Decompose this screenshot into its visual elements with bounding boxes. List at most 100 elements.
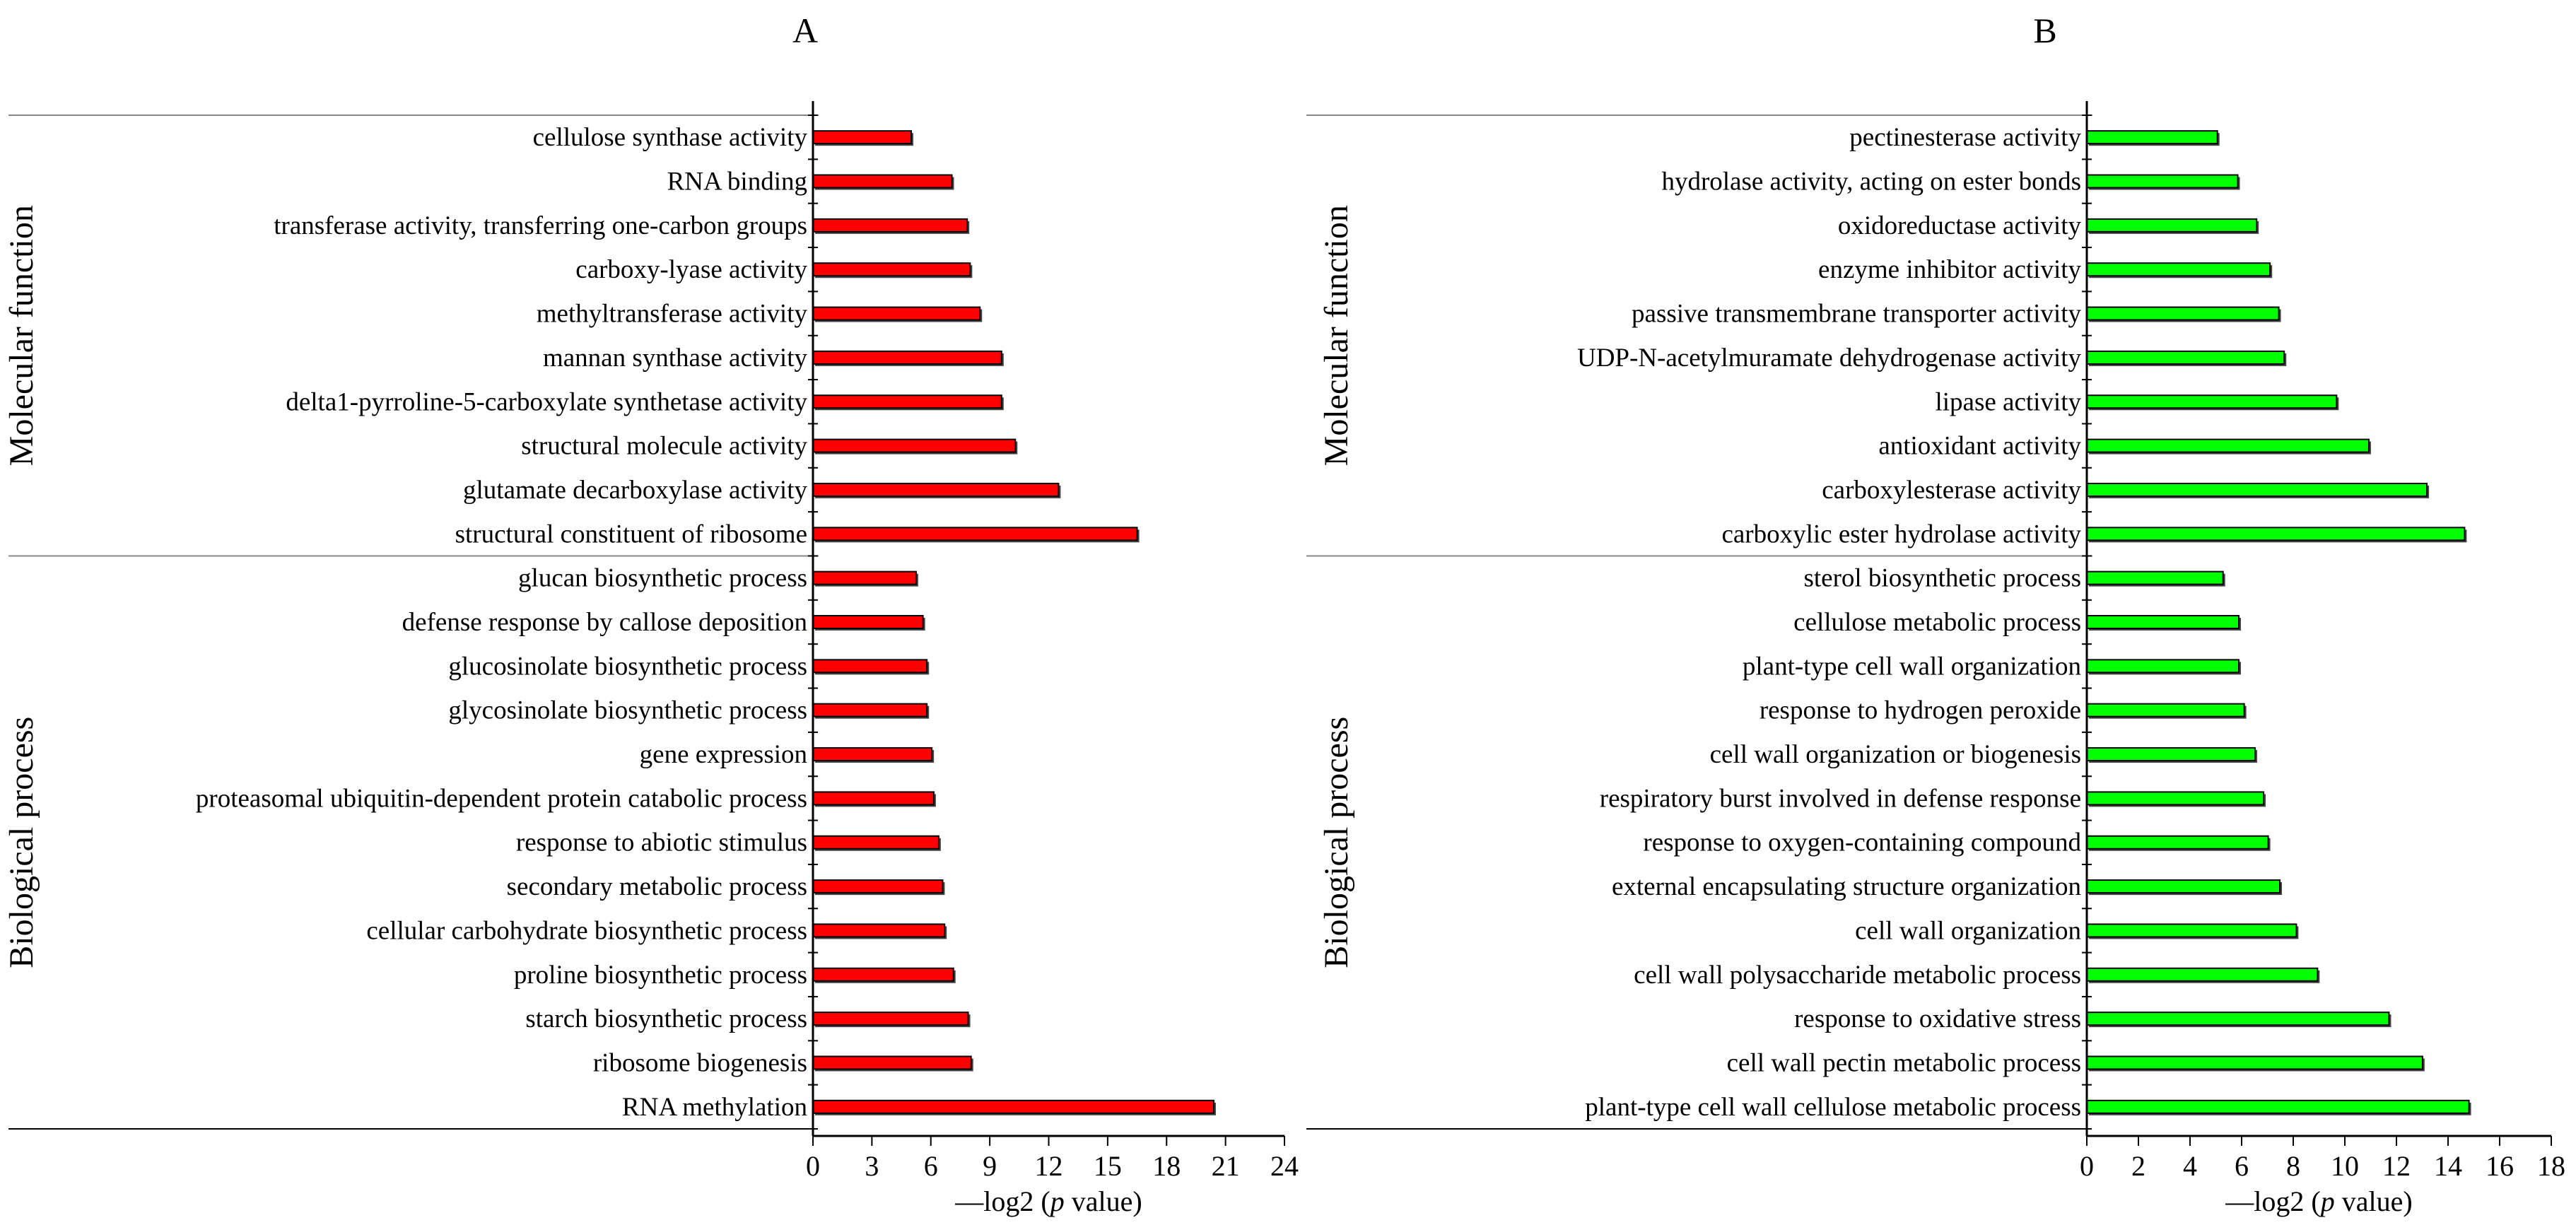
bar [812, 747, 933, 762]
x-axis-label-prefix: —log2 ( [2225, 1185, 2320, 1217]
bar [812, 394, 1002, 409]
bar [812, 482, 1060, 497]
bar [812, 791, 935, 806]
category-label: glucan biosynthetic process [518, 564, 807, 593]
category-label: carboxy-lyase activity [575, 255, 807, 284]
x-tick-label: 0 [2080, 1150, 2094, 1182]
x-tick-label: 15 [1094, 1150, 1122, 1182]
category-label: delta1-pyrroline-5-carboxylate synthetas… [286, 387, 807, 416]
category-label: cellular carbohydrate biosynthetic proce… [366, 916, 807, 945]
x-axis-label-suffix: value) [2335, 1185, 2413, 1217]
category-label: oxidoreductase activity [1838, 211, 2082, 240]
bar [2086, 923, 2297, 938]
x-tick-label: 0 [806, 1150, 820, 1182]
category-label: response to oxygen-containing compound [1643, 828, 2081, 857]
bar [812, 923, 946, 938]
bar [812, 967, 954, 982]
x-axis-label-italic: p [2319, 1185, 2335, 1217]
bar [812, 174, 953, 189]
bar [812, 218, 968, 233]
group-label: Biological process [3, 717, 40, 968]
x-tick-label: 12 [1035, 1150, 1063, 1182]
bar [2086, 482, 2428, 497]
x-tick-label: 24 [1270, 1150, 1299, 1182]
bar [812, 615, 924, 629]
category-label: cell wall organization or biogenesis [1710, 740, 2081, 769]
bar [812, 659, 928, 674]
bar [812, 703, 928, 717]
bar [2086, 791, 2265, 806]
x-tick-label: 3 [865, 1150, 879, 1182]
bar [2086, 262, 2271, 277]
bar [812, 350, 1002, 365]
bar [2086, 835, 2269, 850]
category-label: starch biosynthetic process [525, 1004, 807, 1033]
category-label: cell wall polysaccharide metabolic proce… [1634, 961, 2081, 990]
bar [2086, 218, 2258, 233]
bar [2086, 703, 2245, 717]
bar [2086, 174, 2239, 189]
category-label: RNA methylation [622, 1093, 807, 1122]
category-label: glucosinolate biosynthetic process [448, 652, 807, 681]
category-label: methyltransferase activity [537, 300, 808, 329]
x-tick-label: 6 [2235, 1150, 2249, 1182]
bar [812, 1012, 969, 1026]
category-label: plant-type cell wall cellulose metabolic… [1585, 1093, 2081, 1122]
bar [812, 879, 944, 894]
group-label: Biological process [1318, 717, 1355, 968]
x-tick-label: 9 [983, 1150, 997, 1182]
category-label: pectinesterase activity [1849, 123, 2081, 152]
bar [812, 262, 971, 277]
category-label: cellulose metabolic process [1793, 608, 2081, 637]
category-label: glycosinolate biosynthetic process [448, 696, 807, 725]
category-label: RNA binding [667, 168, 807, 197]
bar [812, 130, 912, 145]
x-tick-label: 6 [924, 1150, 938, 1182]
panel-label: B [2033, 11, 2056, 50]
group-label: Molecular function [3, 205, 40, 466]
bar [2086, 1012, 2390, 1026]
bar [2086, 527, 2466, 541]
x-tick-label: 12 [2382, 1150, 2411, 1182]
x-axis-label-italic: p [1048, 1185, 1065, 1217]
bar [2086, 1055, 2423, 1070]
x-axis-label: —log2 (p value) [2225, 1185, 2412, 1217]
x-tick-label: 4 [2183, 1150, 2197, 1182]
category-label: structural constituent of ribosome [455, 520, 807, 549]
category-label: lipase activity [1935, 387, 2081, 416]
bar [812, 306, 981, 321]
category-label: external encapsulating structure organiz… [1612, 872, 2081, 901]
x-tick-label: 14 [2434, 1150, 2462, 1182]
category-label: proline biosynthetic process [514, 961, 807, 990]
category-label: carboxylic ester hydrolase activity [1721, 520, 2081, 549]
category-label: gene expression [640, 740, 807, 769]
bar [2086, 967, 2319, 982]
category-label: transferase activity, transferring one-c… [274, 211, 807, 240]
category-label: enzyme inhibitor activity [1818, 255, 2081, 284]
bar [2086, 1099, 2470, 1114]
bar [2086, 130, 2218, 145]
bar [2086, 570, 2224, 585]
category-label: proteasomal ubiquitin-dependent protein … [196, 784, 807, 813]
x-tick-label: 2 [2131, 1150, 2145, 1182]
x-axis-label-prefix: —log2 ( [954, 1185, 1050, 1217]
group-label: Molecular function [1318, 205, 1355, 466]
bar [2086, 747, 2256, 762]
bar [812, 527, 1138, 541]
category-label: mannan synthase activity [543, 344, 808, 373]
bar [812, 438, 1017, 453]
x-tick-label: 18 [2537, 1150, 2565, 1182]
bar [2086, 659, 2240, 674]
category-label: response to hydrogen peroxide [1760, 696, 2081, 725]
x-tick-label: 8 [2286, 1150, 2300, 1182]
category-label: structural molecule activity [521, 432, 807, 461]
bar [2086, 306, 2280, 321]
category-label: respiratory burst involved in defense re… [1600, 784, 2081, 813]
panel-label: A [792, 11, 818, 50]
x-tick-label: 16 [2486, 1150, 2514, 1182]
x-tick-label: 18 [1152, 1150, 1181, 1182]
bar [812, 1055, 972, 1070]
category-label: hydrolase activity, acting on ester bond… [1661, 168, 2081, 197]
